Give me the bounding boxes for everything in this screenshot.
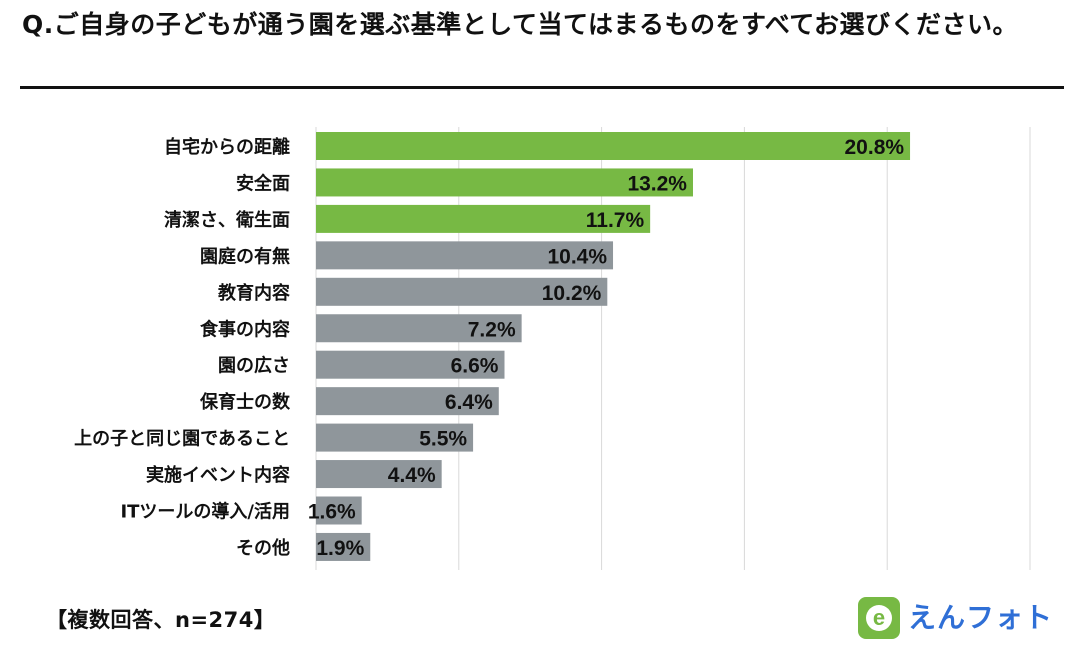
question-title: Q.ご自身の子どもが通う園を選ぶ基準として当てはまるものをすべてお選びください。 xyxy=(22,10,1019,39)
svg-text:e: e xyxy=(873,605,885,630)
bar xyxy=(316,387,499,416)
brand-e-icon: e xyxy=(858,597,900,639)
bar xyxy=(316,423,474,452)
bar xyxy=(316,168,693,197)
brand-name: えんフォト xyxy=(908,601,1054,634)
bar xyxy=(316,460,442,489)
category-label: 上の子と同じ園であること xyxy=(74,429,290,450)
bar xyxy=(316,350,505,379)
title-divider xyxy=(20,86,1064,89)
bar xyxy=(316,204,651,233)
category-label: 園庭の有無 xyxy=(200,245,290,267)
bar xyxy=(316,241,614,270)
value-label: 10.2% xyxy=(542,282,602,305)
category-label: 教育内容 xyxy=(218,282,290,304)
bar xyxy=(316,532,371,561)
category-label: ITツールの導入/活用 xyxy=(120,501,290,523)
value-label: 6.6% xyxy=(451,355,499,378)
brand-logo: e えんフォト xyxy=(858,597,1053,639)
value-label: 5.5% xyxy=(419,428,467,451)
category-label: 園の広さ xyxy=(218,355,290,377)
value-label: 4.4% xyxy=(388,464,436,487)
category-label: その他 xyxy=(236,537,290,559)
category-label: 保育士の数 xyxy=(199,391,291,413)
value-label: 11.7% xyxy=(586,209,645,232)
bar-chart: 自宅からの距離 20.8% 安全面 13.2% 清潔さ、衛生面 11.7% 園庭の有無 10.… xyxy=(74,127,1031,570)
value-label: 10.4% xyxy=(547,245,607,268)
value-label: 20.8% xyxy=(845,136,905,159)
bar xyxy=(316,496,362,525)
value-label: 1.9% xyxy=(316,537,364,560)
category-label: 安全面 xyxy=(236,172,290,194)
value-label: 13.2% xyxy=(627,172,687,195)
bar xyxy=(316,132,911,160)
category-label: 清潔さ、衛生面 xyxy=(164,209,290,231)
sample-note: 【複数回答、n=274】 xyxy=(46,608,276,632)
category-label: 実施イベント内容 xyxy=(146,464,290,486)
category-label: 食事の内容 xyxy=(199,318,290,340)
category-label: 自宅からの距離 xyxy=(164,136,290,158)
value-label: 7.2% xyxy=(468,318,516,341)
bar xyxy=(316,314,522,343)
bar xyxy=(316,277,608,306)
value-label: 1.6% xyxy=(308,501,356,524)
value-label: 6.4% xyxy=(445,391,493,414)
